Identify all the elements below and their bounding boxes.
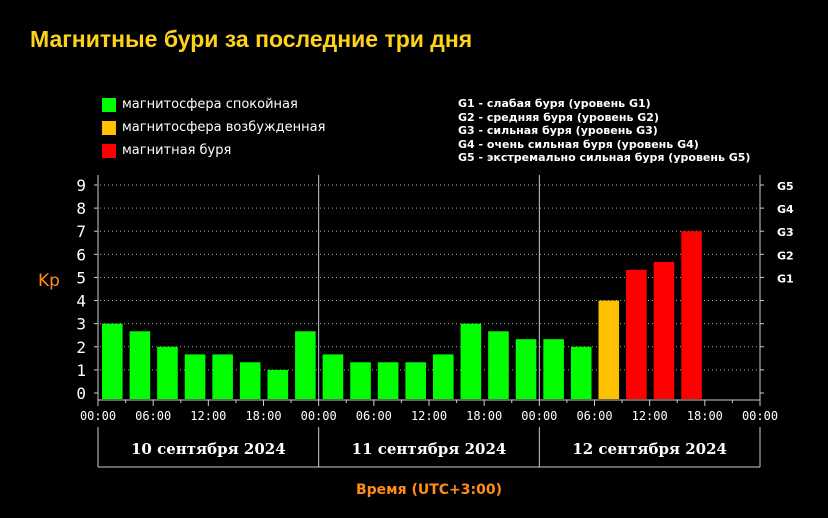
kp-bar [184,354,206,399]
legend-label: магнитная буря [122,143,232,158]
day-label: 11 сентября 2024 [352,440,507,458]
x-tick-label: 00:00 [80,409,116,423]
kp-bar [377,362,399,399]
legend-quiet: магнитосфера спокойная [102,97,298,112]
kp-bar [653,261,675,399]
g-scale-item: G5 - экстремально сильная буря (уровень … [458,151,751,164]
y-tick-label: 5 [76,268,86,287]
g-scale-item: G4 - очень сильная буря (уровень G4) [458,137,699,151]
legend-storm: магнитная буря [102,143,231,158]
y-tick-label: 7 [76,222,86,241]
legend-swatch [102,97,116,112]
kp-bar [322,354,344,399]
y-tick-label: 4 [76,292,86,311]
kp-bar [157,346,178,399]
kp-bar [488,331,509,399]
g-level-label: G5 [777,180,794,193]
legend-active: магнитосфера возбужденная [102,120,325,135]
kp-bar [570,346,592,399]
legend-label: магнитосфера возбужденная [122,120,326,135]
legend-swatch [102,120,116,135]
y-tick-label: 3 [76,315,86,334]
y-tick-label: 6 [76,245,86,264]
kp-bar [543,339,564,399]
x-tick-label: 00:00 [521,409,557,423]
x-tick-label: 06:00 [135,409,171,423]
kp-bar [129,331,151,399]
day-label: 12 сентября 2024 [572,440,727,458]
g-level-label: G4 [777,203,794,216]
x-tick-label: 06:00 [356,409,392,423]
kp-bar [212,354,233,399]
g-level-label: G1 [777,272,794,285]
g-scale-item: G2 - средняя буря (уровень G2) [458,110,659,124]
day-label: 10 сентября 2024 [131,440,286,458]
g-level-label: G2 [777,249,794,262]
kp-bar [295,331,316,399]
g-scale-legend: G1 - слабая буря (уровень G1) G2 - средн… [458,97,750,165]
g-level-label: G3 [777,226,794,239]
x-tick-label: 18:00 [466,409,502,423]
x-tick-label: 00:00 [301,409,337,423]
x-tick-label: 06:00 [576,409,612,423]
y-tick-label: 1 [76,361,86,380]
kp-bar [405,362,426,399]
page-title: Магнитные бури за последние три дня [30,26,473,52]
kp-bar [681,231,702,399]
x-tick-label: 00:00 [742,409,778,423]
x-axis-label: Время (UTC+3:00) [356,482,502,498]
kp-bar [598,300,620,399]
legend-label: магнитосфера спокойная [122,97,298,112]
y-tick-label: 2 [76,338,86,357]
kp-bar [102,323,123,399]
kp-bar [626,269,647,399]
y-tick-label: 0 [76,384,86,403]
x-tick-label: 12:00 [632,409,668,423]
kp-bar [515,339,537,399]
kp-bar [433,354,454,399]
g-scale-item: G1 - слабая буря (уровень G1) [458,97,651,110]
x-tick-label: 12:00 [190,409,226,423]
kp-bar [267,369,289,399]
x-tick-label: 18:00 [687,409,723,423]
kp-bar [239,362,261,399]
x-tick-label: 12:00 [411,409,447,423]
x-tick-label: 18:00 [245,409,281,423]
y-tick-label: 8 [76,199,86,218]
kp-bar [350,362,371,399]
y-tick-label: 9 [76,176,86,195]
legend-swatch [102,143,116,158]
g-scale-item: G3 - сильная буря (уровень G3) [458,124,658,137]
y-axis-label: Kp [38,271,60,291]
kp-bar [460,323,482,399]
